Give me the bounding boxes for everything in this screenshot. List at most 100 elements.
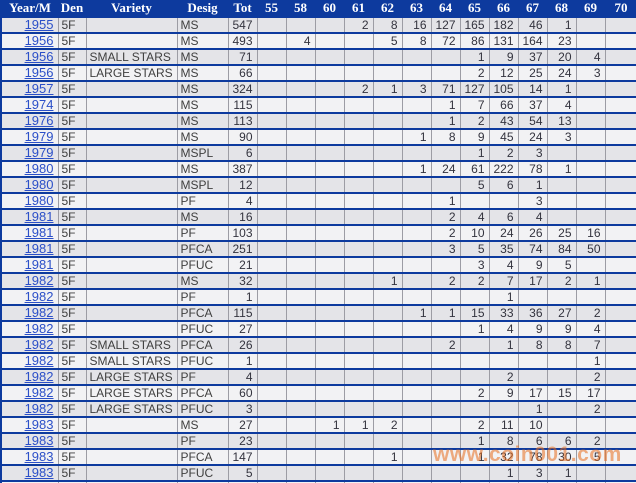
year-cell: 1956 xyxy=(1,33,59,50)
grade-62-cell xyxy=(373,369,403,386)
year-link[interactable]: 1983 xyxy=(24,433,54,448)
year-link[interactable]: 1982 xyxy=(24,353,54,368)
grade-67-cell: 25 xyxy=(518,65,548,82)
year-link[interactable]: 1982 xyxy=(24,401,54,416)
year-link[interactable]: 1976 xyxy=(24,113,54,128)
grade-60-cell xyxy=(315,209,345,226)
year-link[interactable]: 1980 xyxy=(24,193,54,208)
grade-63-cell: 8 xyxy=(402,33,432,50)
grade-66-cell: 45 xyxy=(489,129,519,146)
col-header-64: 64 xyxy=(431,0,460,18)
year-link[interactable]: 1983 xyxy=(24,465,54,480)
year-link[interactable]: 1979 xyxy=(24,129,54,144)
desig-cell: PFCA xyxy=(177,385,229,402)
grade-63-cell: 1 xyxy=(402,161,432,178)
variety-cell xyxy=(86,465,178,482)
year-link[interactable]: 1983 xyxy=(24,417,54,432)
grade-69-cell: 2 xyxy=(576,401,606,418)
year-cell: 1982 xyxy=(1,385,59,402)
grade-68-cell: 30 xyxy=(547,449,577,466)
grade-66-cell: 2 xyxy=(489,369,519,386)
table-row: 1956 5F LARGE STARS MS 66 2 12 25 24 3 xyxy=(1,65,636,82)
grade-69-cell xyxy=(576,177,606,194)
grade-61-cell xyxy=(344,305,374,322)
grade-61-cell xyxy=(344,161,374,178)
grade-69-cell xyxy=(576,161,606,178)
year-cell: 1982 xyxy=(1,321,59,338)
grade-58-cell xyxy=(286,417,316,434)
grade-62-cell xyxy=(373,113,403,130)
desig-cell: MS xyxy=(177,49,229,66)
table-row: 1983 5F MS 27 1 1 2 2 11 10 xyxy=(1,417,636,434)
year-link[interactable]: 1974 xyxy=(24,97,54,112)
grade-61-cell xyxy=(344,273,374,290)
year-link[interactable]: 1957 xyxy=(24,81,54,96)
grade-67-cell xyxy=(518,353,548,370)
year-link[interactable]: 1982 xyxy=(24,321,54,336)
grade-70-cell xyxy=(605,209,636,226)
year-link[interactable]: 1980 xyxy=(24,161,54,176)
grade-58-cell xyxy=(286,225,316,242)
grade-67-cell: 1 xyxy=(518,177,548,194)
table-row: 1980 5F MSPL 12 5 6 1 xyxy=(1,177,636,194)
grade-55-cell xyxy=(257,465,287,482)
year-link[interactable]: 1982 xyxy=(24,369,54,384)
year-link[interactable]: 1956 xyxy=(24,49,54,64)
year-cell: 1981 xyxy=(1,257,59,274)
grade-69-cell xyxy=(576,113,606,130)
grade-66-cell: 7 xyxy=(489,273,519,290)
grade-58-cell: 4 xyxy=(286,33,316,50)
grade-60-cell xyxy=(315,465,345,482)
year-link[interactable]: 1981 xyxy=(24,209,54,224)
grade-68-cell: 1 xyxy=(547,17,577,34)
grade-61-cell xyxy=(344,433,374,450)
tot-cell: 27 xyxy=(228,321,258,338)
year-link[interactable]: 1979 xyxy=(24,145,54,160)
grade-64-cell: 2 xyxy=(431,273,461,290)
year-link[interactable]: 1956 xyxy=(24,65,54,80)
empty-cell xyxy=(228,481,258,483)
grade-64-cell xyxy=(431,289,461,306)
grade-67-cell: 24 xyxy=(518,129,548,146)
year-link[interactable]: 1982 xyxy=(24,273,54,288)
year-link[interactable]: 1983 xyxy=(24,449,54,464)
grade-60-cell xyxy=(315,321,345,338)
grade-67-cell: 78 xyxy=(518,449,548,466)
year-cell: 1982 xyxy=(1,353,59,370)
year-link[interactable]: 1956 xyxy=(24,33,54,48)
grade-60-cell xyxy=(315,129,345,146)
grade-55-cell xyxy=(257,209,287,226)
grade-60-cell xyxy=(315,449,345,466)
year-link[interactable]: 1955 xyxy=(24,17,54,32)
grade-64-cell xyxy=(431,145,461,162)
grade-67-cell: 164 xyxy=(518,33,548,50)
grade-63-cell xyxy=(402,257,432,274)
year-cell: 1980 xyxy=(1,177,59,194)
desig-cell: MS xyxy=(177,81,229,98)
year-link[interactable]: 1980 xyxy=(24,177,54,192)
year-link[interactable]: 1981 xyxy=(24,241,54,256)
grade-70-cell xyxy=(605,369,636,386)
grade-64-cell xyxy=(431,49,461,66)
grade-69-cell xyxy=(576,209,606,226)
grade-58-cell xyxy=(286,353,316,370)
year-link[interactable]: 1981 xyxy=(24,257,54,272)
grade-67-cell: 9 xyxy=(518,257,548,274)
year-cell: 1981 xyxy=(1,241,59,258)
col-header-61: 61 xyxy=(344,0,373,18)
den-cell: 5F xyxy=(58,145,87,162)
year-link[interactable]: 1982 xyxy=(24,337,54,352)
year-link[interactable]: 1982 xyxy=(24,305,54,320)
grade-65-cell: 2 xyxy=(460,65,490,82)
year-link[interactable]: 1981 xyxy=(24,225,54,240)
grade-70-cell xyxy=(605,17,636,34)
desig-cell: PFUC xyxy=(177,465,229,482)
tot-cell: 147 xyxy=(228,449,258,466)
grade-55-cell xyxy=(257,113,287,130)
variety-cell xyxy=(86,193,178,210)
year-link[interactable]: 1982 xyxy=(24,385,54,400)
den-cell: 5F xyxy=(58,449,87,466)
year-link[interactable]: 1982 xyxy=(24,289,54,304)
grade-58-cell xyxy=(286,449,316,466)
desig-cell: PFCA xyxy=(177,305,229,322)
